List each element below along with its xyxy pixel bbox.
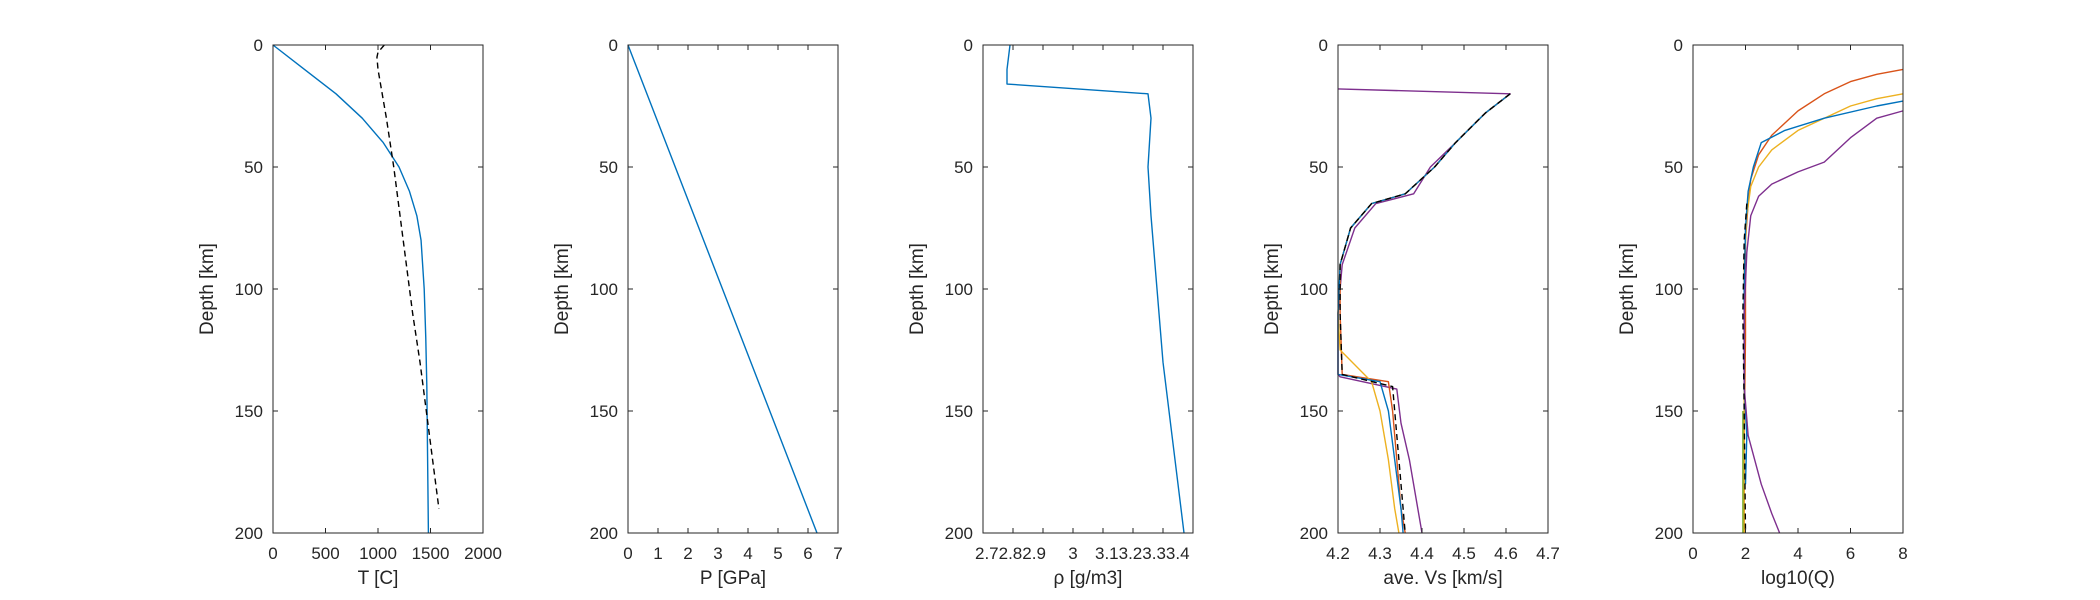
series-line-2 [376,44,440,509]
x-tick-label: 2000 [464,544,502,563]
y-tick-label: 200 [235,524,263,543]
x-tick-label: 0 [268,544,277,563]
x-tick-label: 3 [713,544,722,563]
y-axis-label: Depth [km] [907,243,928,335]
series-line-1 [627,44,818,534]
y-tick-label: 150 [1300,402,1328,421]
series-line-4 [1743,110,1904,534]
y-tick-label: 0 [964,36,973,55]
x-tick-label: 4.3 [1368,544,1392,563]
x-tick-label: 4.5 [1452,544,1476,563]
y-tick-label: 0 [1674,36,1683,55]
panel-5: 0 50 100 150 200 0 2 4 6 8 log10(Q) Depth [km] [1617,36,1908,589]
x-tick-label: 4.6 [1494,544,1518,563]
x-tick-label: 2.72.82.9 [975,544,1046,563]
x-tick-label: 8 [1898,544,1907,563]
x-tick-label: 7 [833,544,842,563]
x-tick-label: 500 [311,544,339,563]
y-tick-label: 50 [244,158,263,177]
y-tick-label: 200 [945,524,973,543]
x-tick-label: 1000 [359,544,397,563]
x-tick-label: 0 [1688,544,1697,563]
x-tick-label: 6 [1846,544,1855,563]
panel-2: 0 50 100 150 200 0 1 2 3 4 5 6 7 P [GPa] Depth [km] [552,36,843,589]
y-tick-label: 50 [1309,158,1328,177]
y-tick-label: 100 [590,280,618,299]
x-tick-label: 6 [803,544,812,563]
series-line-1 [1006,44,1185,534]
y-axis-label: Depth [km] [552,243,573,335]
x-axis-label: P [GPa] [700,568,766,589]
y-tick-label: 150 [590,402,618,421]
series-line-5 [1339,93,1511,534]
x-tick-label: 4.7 [1536,544,1560,563]
y-axis-label: Depth [km] [197,243,218,335]
x-tick-label: 3 [1068,544,1077,563]
y-tick-label: 50 [1664,158,1683,177]
y-tick-label: 100 [1655,280,1683,299]
x-axis-label: ave. Vs [km/s] [1383,568,1502,589]
y-tick-label: 200 [1300,524,1328,543]
y-tick-label: 150 [945,402,973,421]
y-tick-label: 150 [235,402,263,421]
x-tick-label: 4.2 [1326,544,1350,563]
x-tick-label: 1 [653,544,662,563]
y-tick-label: 100 [945,280,973,299]
x-tick-label: 4 [1793,544,1802,563]
x-tick-label: 5 [773,544,782,563]
x-axis-label: ρ [g/m3] [1054,568,1123,589]
y-tick-label: 0 [254,36,263,55]
y-tick-label: 0 [609,36,618,55]
y-tick-label: 100 [1300,280,1328,299]
series-line-6 [1742,203,1748,534]
y-tick-label: 200 [1655,524,1683,543]
x-tick-label: 2 [1741,544,1750,563]
x-tick-label: 4 [743,544,752,563]
y-axis-label: Depth [km] [1262,243,1283,335]
y-tick-label: 100 [235,280,263,299]
y-tick-label: 50 [954,158,973,177]
x-tick-label: 4.4 [1410,544,1434,563]
y-tick-label: 50 [599,158,618,177]
x-axis-label: T [C] [358,568,399,589]
x-tick-label: 1500 [412,544,450,563]
y-tick-label: 200 [590,524,618,543]
x-tick-label: 3.13.23.33.4 [1095,544,1190,563]
series-line-1 [1743,68,1904,533]
y-tick-label: 150 [1655,402,1683,421]
y-tick-label: 0 [1319,36,1328,55]
x-tick-label: 0 [623,544,632,563]
y-axis-label: Depth [km] [1617,243,1638,335]
x-axis-label: log10(Q) [1761,568,1835,589]
x-tick-label: 2 [683,544,692,563]
